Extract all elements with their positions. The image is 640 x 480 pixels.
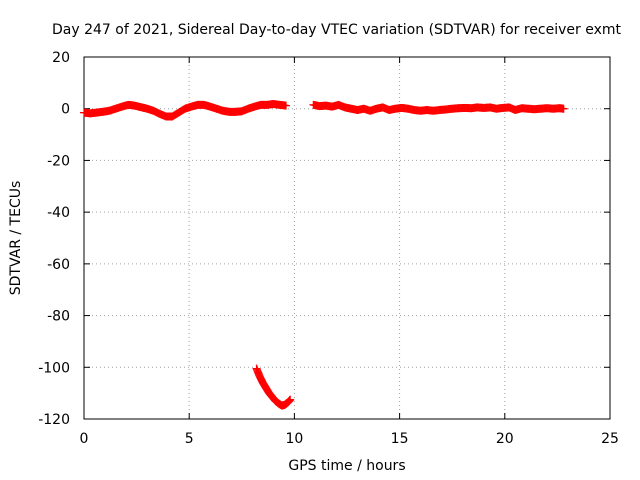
series-outlier-arc <box>252 364 295 410</box>
y-tick-label-6: -100 <box>38 360 70 376</box>
y-tick-label-2: -20 <box>47 153 70 169</box>
x-tick-label-4: 20 <box>496 431 514 447</box>
x-axis-label: GPS time / hours <box>288 458 405 474</box>
y-tick-label-3: -40 <box>47 205 70 221</box>
y-tick-label-1: 0 <box>61 102 70 118</box>
x-tick-label-1: 5 <box>185 431 194 447</box>
y-tick-label-4: -60 <box>47 257 70 273</box>
grid-lines <box>84 57 610 419</box>
x-tick-label-5: 25 <box>601 431 619 447</box>
x-tick-label-0: 0 <box>80 431 89 447</box>
series-main-after-gap <box>309 100 568 115</box>
data-point <box>559 104 568 113</box>
data-points <box>80 100 568 410</box>
data-point <box>286 395 295 404</box>
series-main <box>80 100 290 121</box>
axis-ticks: 0 5 10 15 20 25 20 0 -20 -40 -60 -80 -100 -120 <box>38 50 619 447</box>
x-tick-label-2: 10 <box>285 431 303 447</box>
y-tick-label-5: -80 <box>47 309 70 325</box>
y-axis-label: SDTVAR / TECUs <box>8 181 24 296</box>
plot-frame <box>83 56 611 420</box>
y-tick-label-7: -120 <box>38 412 70 428</box>
chart-title: Day 247 of 2021, Sidereal Day-to-day VTE… <box>52 22 622 38</box>
x-tick-label-3: 15 <box>391 431 409 447</box>
data-point <box>281 101 290 110</box>
y-tick-label-0: 20 <box>52 50 70 66</box>
